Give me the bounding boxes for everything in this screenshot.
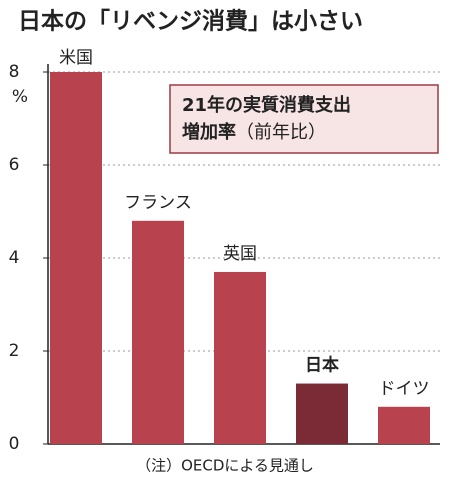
category-label: 米国	[59, 48, 93, 68]
annotation-line: 増加率（前年比）	[182, 121, 326, 143]
y-tick-label: 2	[9, 341, 20, 361]
category-label: フランス	[124, 193, 192, 213]
annotation-line: 21年の実質消費支出	[182, 94, 351, 116]
chart-title: 日本の「リベンジ消費」は小さい	[18, 9, 363, 35]
bar	[214, 271, 266, 444]
y-tick-label: 8	[9, 62, 20, 82]
note: （注）OECDによる見通し	[136, 457, 314, 475]
y-tick-label: 0	[9, 434, 20, 454]
y-tick-label: 4	[9, 248, 20, 268]
annotation-bold: 増加率	[182, 121, 236, 143]
bar	[378, 406, 430, 444]
category-label: 英国	[223, 244, 257, 264]
bar	[50, 72, 102, 444]
category-label: 日本	[305, 355, 339, 376]
annotation-box	[169, 84, 439, 154]
y-tick-label: 6	[9, 155, 20, 175]
bar	[132, 220, 184, 444]
annotation-text: （前年比）	[236, 122, 326, 143]
y-unit: %	[12, 87, 28, 107]
category-label: ドイツ	[379, 379, 430, 399]
bar	[296, 383, 348, 444]
